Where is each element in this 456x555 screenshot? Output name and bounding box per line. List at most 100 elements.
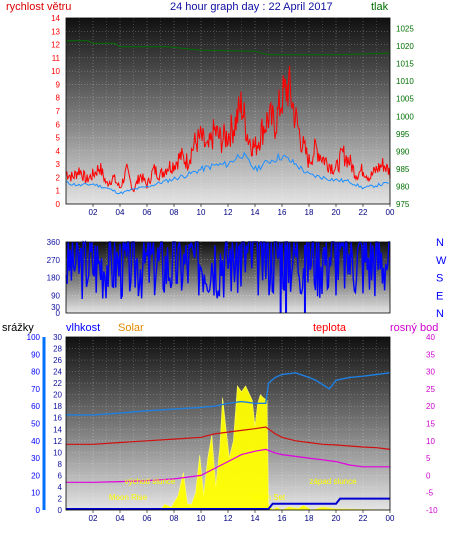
precip-y-tick-label: 80 (31, 368, 40, 377)
panel-wind-x-tick-label: 10 (197, 208, 206, 217)
panel-wind-x-tick-label: 12 (224, 208, 233, 217)
precip-y-tick-label: 50 (31, 420, 40, 429)
wind-y-tick-label: 2 (56, 173, 61, 182)
pressure-y-tick-label: 985 (396, 165, 410, 174)
compass-label: N (436, 308, 444, 320)
wind-y-tick-label: 7 (56, 107, 61, 116)
humidity-y-tick-label: 22 (53, 379, 62, 388)
temp-y-tick-label: -10 (426, 506, 438, 515)
wind-direction-line (65, 240, 390, 300)
humidity-y-tick-label: 30 (53, 333, 62, 342)
solar-area (66, 385, 391, 511)
wind-y-tick-label: 3 (56, 160, 61, 169)
panel-climate-x-tick-label: 04 (116, 514, 125, 523)
humidity-y-tick-label: 0 (58, 506, 63, 515)
panel-climate-x-tick-label: 20 (332, 514, 341, 523)
humidity-y-tick-label: 10 (53, 448, 62, 457)
direction-y-tick-label: 270 (47, 256, 61, 265)
pressure-y-tick-label: 1025 (396, 25, 414, 34)
panel-wind-x-tick-label: 16 (278, 208, 287, 217)
panel-wind-x-tick-label: 14 (251, 208, 260, 217)
panel-climate-x-tick-label: 14 (251, 514, 260, 523)
panel-wind-x-tick-label: 06 (143, 208, 152, 217)
panel-climate-x-tick-label: 00 (386, 514, 395, 523)
moonset-annotation: Moon Set (251, 493, 286, 502)
pressure-y-tick-label: 1015 (396, 60, 414, 69)
wind-y-tick-label: 0 (56, 200, 61, 209)
wind-y-tick-label: 11 (52, 54, 61, 63)
panel-climate-x-tick-label: 06 (143, 514, 152, 523)
pressure-y-tick-label: 1010 (396, 77, 414, 86)
wind-speed-axis-title: rychlost větru (6, 1, 72, 13)
panel-wind-x-tick-label: 00 (386, 208, 395, 217)
humidity-y-tick-label: 16 (53, 414, 62, 423)
temp-y-tick-label: 30 (426, 368, 435, 377)
panel-wind-x-tick-label: 08 (170, 208, 179, 217)
humidity-y-tick-label: 28 (53, 345, 62, 354)
precip-y-tick-label: 60 (31, 402, 40, 411)
wind-y-tick-label: 14 (51, 14, 60, 23)
humidity-axis-title: vlhkost (66, 322, 101, 334)
temp-y-tick-label: -5 (426, 489, 434, 498)
dewpoint-axis-title: rosný bod (390, 322, 439, 334)
solar-axis-title: Solar (118, 322, 144, 334)
direction-y-tick-label: 0 (56, 309, 61, 318)
compass-label: S (436, 273, 443, 285)
temp-y-tick-label: 15 (426, 420, 435, 429)
pressure-y-tick-label: 1005 (396, 95, 414, 104)
wind-average-line (65, 151, 389, 195)
pressure-line (66, 40, 391, 56)
temp-y-tick-label: 40 (426, 333, 435, 342)
wind-y-tick-label: 9 (56, 80, 61, 89)
panel-climate-x-tick-label: 22 (359, 514, 368, 523)
panel-climate-x-tick-label: 16 (278, 514, 287, 523)
wind-gust-line (65, 65, 391, 193)
temperature-line (66, 426, 391, 450)
pressure-y-tick-label: 1000 (396, 112, 414, 121)
panel-wind-x-tick-label: 02 (89, 208, 98, 217)
wind-y-tick-label: 4 (56, 147, 61, 156)
wind-y-tick-label: 8 (56, 94, 61, 103)
pressure-y-tick-label: 990 (396, 147, 410, 156)
compass-label: E (436, 290, 443, 302)
compass-label: W (436, 255, 447, 267)
panel-wind-x-tick-label: 18 (305, 208, 314, 217)
pressure-y-tick-label: 975 (396, 200, 410, 209)
direction-panel-frame (65, 241, 391, 314)
humidity-y-tick-label: 24 (53, 368, 62, 377)
pressure-y-tick-label: 980 (396, 182, 410, 191)
direction-y-tick-label: 30 (51, 303, 60, 312)
precip-axis-title: srážky (2, 322, 34, 334)
wind-y-tick-label: 6 (56, 120, 61, 129)
pressure-y-tick-label: 995 (396, 130, 410, 139)
panel-wind-x-tick-label: 20 (332, 208, 341, 217)
sunrise-annotation: východ slunce (125, 477, 176, 486)
precip-y-tick-label: 30 (31, 454, 40, 463)
precip-y-tick-label: 40 (31, 437, 40, 446)
precip-y-tick-label: 0 (36, 506, 41, 515)
temp-y-tick-label: 5 (426, 454, 431, 463)
sunset-annotation: západ slunce (309, 477, 357, 486)
precip-y-tick-label: 70 (31, 385, 40, 394)
moonrise-annotation: Moon Rise (109, 493, 148, 502)
wind-y-tick-label: 13 (51, 27, 60, 36)
panel-climate-x-tick-label: 08 (170, 514, 179, 523)
panel-wind-x-tick-label: 22 (359, 208, 368, 217)
humidity-y-tick-label: 20 (53, 391, 62, 400)
humidity-y-tick-label: 18 (53, 402, 62, 411)
panel-climate-x-tick-label: 10 (197, 514, 206, 523)
humidity-y-tick-label: 12 (53, 437, 62, 446)
humidity-y-tick-label: 6 (58, 471, 63, 480)
wind-y-tick-label: 1 (56, 187, 61, 196)
direction-y-tick-label: 90 (51, 291, 60, 300)
temp-y-tick-label: 35 (426, 350, 435, 359)
direction-y-tick-label: 180 (47, 274, 61, 283)
precip-y-tick-label: 90 (31, 350, 40, 359)
temp-y-tick-label: 10 (426, 437, 435, 446)
pressure-axis-title: tlak (371, 1, 389, 13)
pressure-y-tick-label: 1020 (396, 42, 414, 51)
direction-y-tick-label: 360 (47, 238, 61, 247)
wind-y-tick-label: 10 (51, 67, 60, 76)
chart-title: 24 hour graph day : 22 April 2017 (170, 1, 333, 13)
